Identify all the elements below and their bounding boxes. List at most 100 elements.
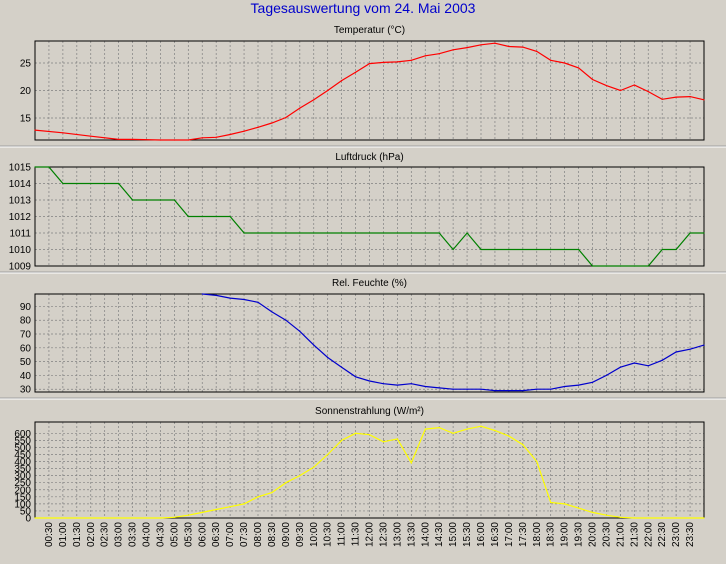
data-point	[104, 182, 106, 185]
data-point	[201, 215, 203, 218]
data-point	[159, 139, 162, 141]
data-point	[438, 53, 440, 55]
y-tick-label: 80	[20, 316, 32, 327]
panel-title: Sonnenstrahlung (W/m²)	[315, 406, 424, 417]
x-tick-label: 18:00	[532, 522, 543, 547]
data-point	[382, 232, 385, 234]
x-tick-label: 23:00	[671, 522, 682, 547]
x-tick-label: 17:00	[504, 522, 515, 547]
data-point	[327, 453, 329, 456]
data-point	[647, 91, 649, 93]
data-point	[703, 232, 705, 234]
panel-title: Rel. Feuchte (%)	[332, 278, 407, 289]
data-point	[508, 390, 510, 392]
panel-title: Temperatur (°C)	[334, 25, 405, 36]
data-point	[243, 232, 245, 234]
data-point	[271, 311, 273, 313]
data-point	[438, 232, 440, 234]
data-point	[341, 80, 343, 82]
data-point	[591, 511, 594, 513]
x-tick-label: 10:30	[323, 522, 334, 547]
x-tick-label: 13:30	[406, 522, 417, 547]
x-tick-label: 09:30	[295, 522, 306, 547]
data-point	[564, 503, 566, 505]
data-point	[382, 441, 385, 443]
data-point	[368, 232, 371, 234]
data-point	[159, 199, 162, 201]
data-point	[396, 438, 398, 440]
y-tick-label: 150	[14, 492, 31, 503]
y-tick-label: 30	[20, 385, 32, 396]
y-tick-label: 1014	[9, 179, 32, 190]
x-tick-label: 12:00	[365, 522, 376, 547]
data-point	[382, 383, 385, 385]
x-tick-label: 07:30	[239, 522, 250, 547]
y-tick-label: 1013	[9, 196, 32, 207]
data-point	[257, 496, 259, 498]
data-point	[619, 89, 621, 92]
data-point	[452, 49, 454, 51]
data-point	[466, 428, 468, 430]
data-point	[271, 232, 273, 234]
data-point	[285, 482, 287, 484]
x-tick-label: 22:30	[657, 522, 668, 547]
y-tick-label: 350	[14, 464, 31, 475]
data-point	[229, 297, 231, 299]
data-point	[550, 59, 552, 61]
data-point	[173, 199, 175, 201]
x-tick-label: 04:00	[142, 522, 153, 547]
data-point	[159, 517, 162, 519]
x-tick-label: 02:30	[100, 522, 111, 547]
data-point	[424, 232, 426, 234]
data-point	[619, 265, 621, 267]
x-tick-label: 20:00	[588, 522, 599, 547]
data-point	[619, 516, 621, 518]
data-point	[131, 138, 134, 141]
data-point	[536, 248, 538, 251]
data-point	[201, 511, 203, 513]
y-tick-label: 25	[20, 59, 32, 70]
data-point	[536, 50, 538, 53]
data-point	[299, 232, 301, 234]
data-point	[550, 248, 552, 251]
data-point	[564, 248, 566, 251]
x-tick-label: 04:30	[155, 522, 166, 547]
y-tick-label: 1012	[9, 212, 32, 223]
chart-panel-1: Luftdruck (hPa) 1009 1010 1011 1012 1013 1014 1…	[0, 152, 726, 274]
y-tick-label: 50	[20, 506, 32, 517]
data-point	[703, 344, 705, 346]
data-point	[313, 344, 315, 346]
data-point	[410, 462, 412, 464]
data-point	[243, 130, 245, 132]
data-point	[452, 248, 454, 251]
data-point	[703, 99, 705, 101]
y-tick-label: 500	[14, 443, 31, 454]
data-point	[494, 248, 496, 251]
data-point	[131, 199, 134, 201]
x-tick-label: 06:00	[197, 522, 208, 547]
data-point	[382, 61, 385, 64]
data-point	[368, 434, 371, 436]
data-point	[299, 107, 301, 109]
data-point	[299, 330, 301, 332]
data-point	[354, 71, 357, 73]
data-point	[619, 366, 621, 368]
data-point	[368, 380, 371, 382]
data-point	[466, 232, 468, 234]
data-point	[215, 215, 217, 218]
x-tick-label: 09:00	[281, 522, 292, 547]
data-point	[508, 435, 510, 437]
data-point	[424, 428, 426, 430]
data-point	[605, 265, 608, 267]
data-point	[285, 232, 287, 234]
data-point	[34, 166, 36, 168]
data-point	[341, 439, 343, 441]
data-point	[424, 55, 426, 57]
x-tick-label: 19:00	[560, 522, 571, 547]
x-tick-label: 21:00	[615, 522, 626, 547]
data-point	[536, 460, 538, 463]
x-tick-label: 15:30	[462, 522, 473, 547]
data-point	[466, 47, 468, 49]
data-point	[438, 427, 440, 429]
data-point	[271, 122, 273, 124]
